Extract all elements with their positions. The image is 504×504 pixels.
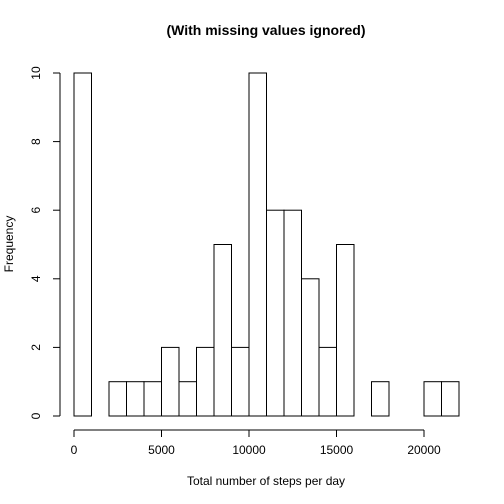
histogram-bar-13 xyxy=(301,278,320,417)
histogram-bar-17 xyxy=(371,381,390,417)
x-axis: 0 5000 10000 15000 20000 xyxy=(71,429,441,457)
histogram-bar-3 xyxy=(126,381,145,417)
chart-title: (With missing values ignored) xyxy=(166,22,365,38)
x-tick-label-3: 15000 xyxy=(320,443,354,457)
histogram-bar-20 xyxy=(423,381,442,417)
bars-group xyxy=(73,72,460,417)
x-axis-label: Total number of steps per day xyxy=(187,474,345,488)
histogram-bar-8 xyxy=(213,244,232,417)
histogram-bar-2 xyxy=(108,381,127,417)
x-tick-label-1: 5000 xyxy=(148,443,175,457)
histogram-bar-9 xyxy=(231,346,250,417)
histogram-bar-11 xyxy=(266,209,285,417)
histogram-bar-10 xyxy=(248,72,267,417)
y-axis: 0 2 4 6 8 10 xyxy=(29,66,61,419)
histogram-bar-5 xyxy=(161,346,180,417)
y-tick-label-3: 6 xyxy=(29,207,43,214)
y-tick-label-1: 2 xyxy=(29,344,43,351)
x-tick-label-2: 10000 xyxy=(232,443,266,457)
histogram-bar-21 xyxy=(441,381,460,417)
histogram-bar-4 xyxy=(143,381,162,417)
histogram-bar-15 xyxy=(336,244,355,417)
y-tick-label-5: 10 xyxy=(29,66,43,80)
x-tick-label-4: 20000 xyxy=(407,443,441,457)
histogram-bar-0 xyxy=(73,72,92,417)
histogram-bar-14 xyxy=(318,346,337,417)
y-tick-label-4: 8 xyxy=(29,138,43,145)
histogram-bar-6 xyxy=(178,381,197,417)
histogram-bar-12 xyxy=(283,209,302,417)
y-axis-label: Frequency xyxy=(2,216,16,273)
x-tick-label-0: 0 xyxy=(71,443,78,457)
histogram-bar-7 xyxy=(196,346,215,417)
y-tick-label-0: 0 xyxy=(29,412,43,419)
y-tick-label-2: 4 xyxy=(29,275,43,282)
